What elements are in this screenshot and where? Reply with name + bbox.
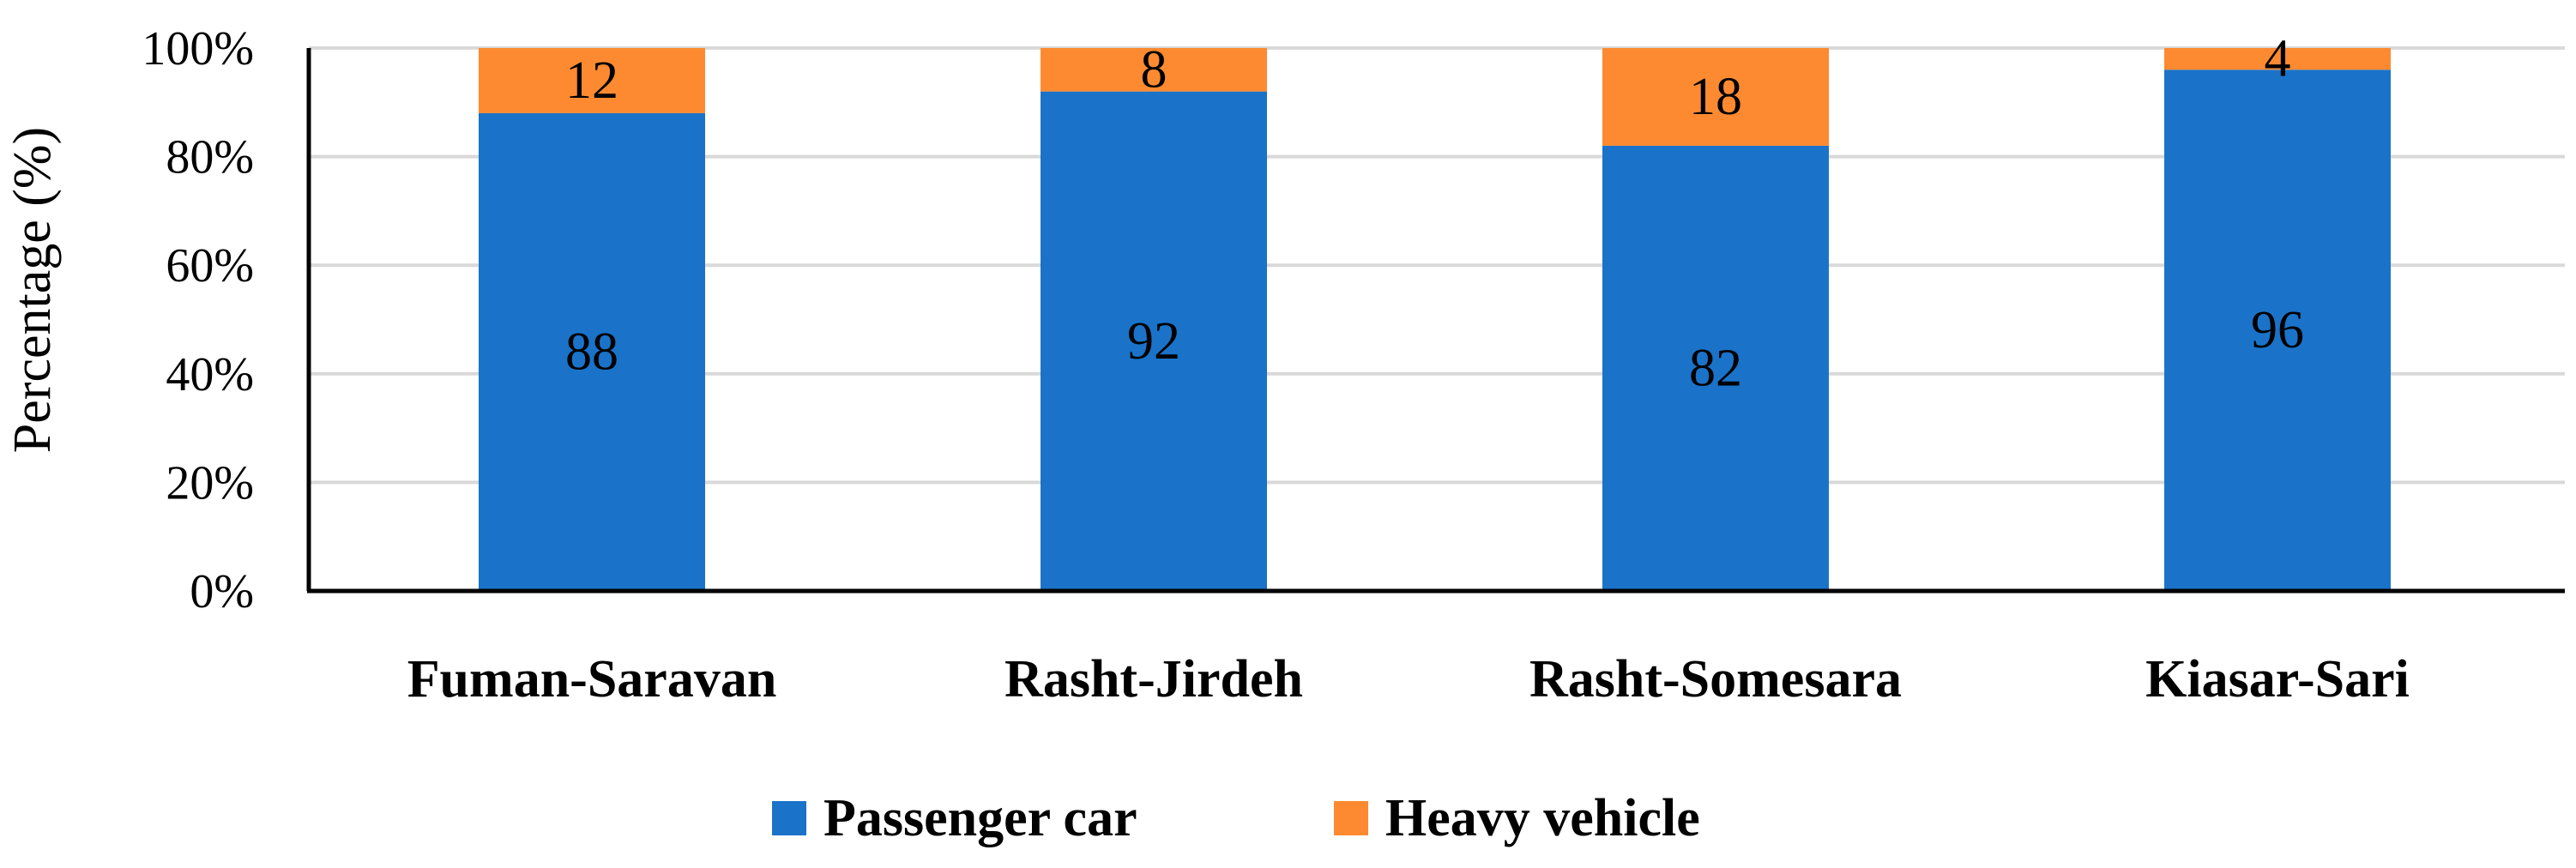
y-tick-labels: 0% 20% 40% 60% 80% 100% [142, 22, 254, 618]
data-label: 8 [1141, 40, 1167, 99]
y-axis-title: Percentage (%) [3, 127, 62, 453]
data-label: 18 [1689, 68, 1742, 126]
x-category-label: Rasht-Somesara [1529, 650, 1902, 708]
x-category-labels: Fuman-Saravan Rasht-Jirdeh Rasht-Somesara K… [407, 650, 2410, 708]
data-label: 96 [2251, 301, 2304, 359]
data-label: 4 [2265, 30, 2291, 88]
y-tick-label: 20% [166, 456, 254, 509]
bar-heavy-vehicle [1041, 48, 1267, 92]
axes [306, 48, 2565, 594]
data-label: 82 [1689, 339, 1742, 397]
bar-heavy-vehicle [479, 48, 705, 113]
x-category-label: Fuman-Saravan [407, 650, 777, 708]
y-tick-label: 80% [166, 131, 254, 184]
data-labels: 88 12 92 8 82 18 96 4 [565, 30, 2304, 398]
legend-swatch [772, 801, 806, 835]
x-category-label: Kiasar-Sari [2145, 650, 2410, 708]
bar-passenger-car [1602, 145, 1829, 591]
bar-passenger-car [479, 112, 705, 591]
bar-heavy-vehicle [2164, 48, 2391, 70]
y-tick-label: 0% [190, 565, 254, 618]
x-category-label: Rasht-Jirdeh [1004, 650, 1303, 708]
legend: Passenger car Heavy vehicle [772, 789, 1700, 847]
y-tick-label: 40% [166, 348, 254, 401]
data-label: 12 [565, 51, 618, 110]
bar-passenger-car [2164, 69, 2391, 591]
data-label: 88 [565, 322, 618, 381]
legend-swatch [1334, 801, 1368, 835]
data-label: 92 [1127, 312, 1180, 371]
y-tick-label: 100% [142, 22, 254, 75]
legend-label: Passenger car [823, 789, 1137, 847]
bar-passenger-car [1041, 91, 1267, 591]
y-tick-label: 60% [166, 239, 254, 292]
bar-heavy-vehicle [1602, 48, 1829, 146]
legend-label: Heavy vehicle [1385, 789, 1700, 847]
bars [479, 48, 2391, 591]
